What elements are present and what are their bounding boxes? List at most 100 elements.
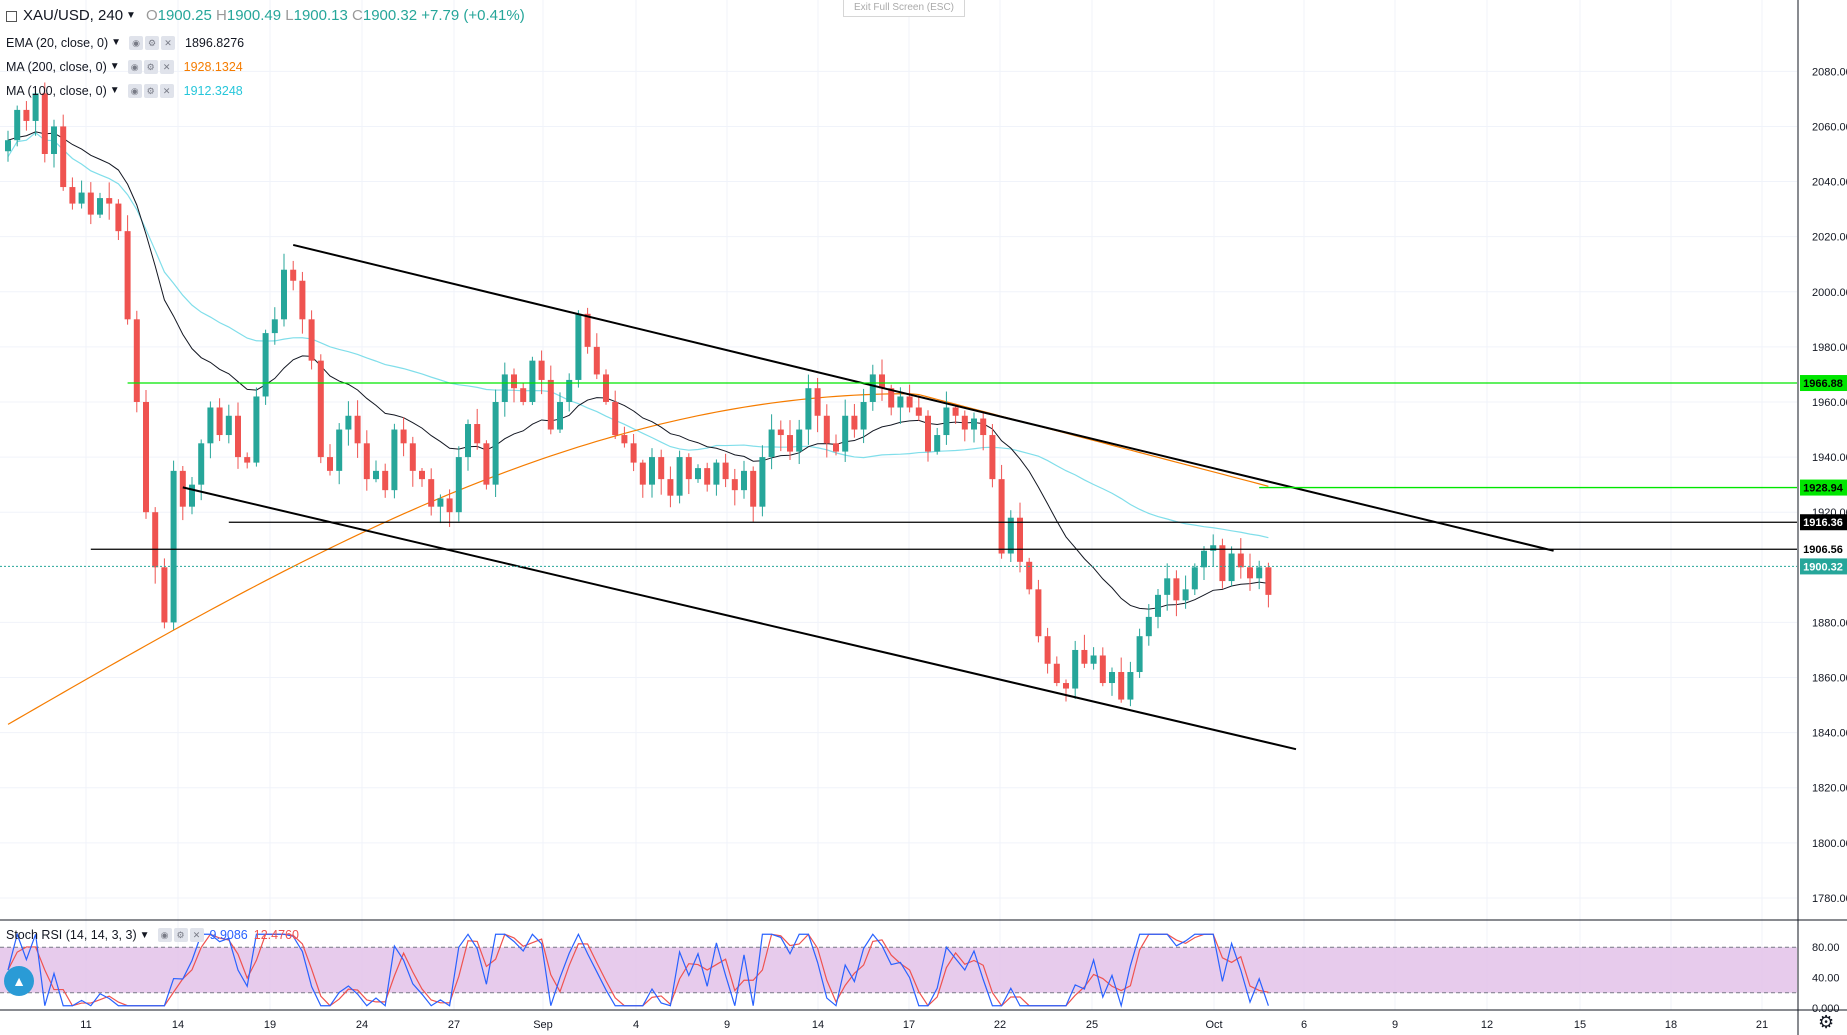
indicator-legend-ema[interactable]: EMA (20, close, 0) ▼ ◉ ⚙ ✕ 1896.8276 — [6, 33, 244, 53]
candle-body — [1044, 636, 1051, 664]
pine-logo-icon[interactable]: ▲ — [4, 966, 34, 996]
candle-body — [244, 457, 251, 463]
ema20-line — [7, 131, 1269, 610]
candle-body — [290, 269, 297, 281]
candle-body — [869, 374, 876, 402]
gear-icon[interactable]: ⚙ — [1818, 1012, 1835, 1032]
candle-body — [1127, 672, 1134, 700]
indicator-value: 1912.3248 — [183, 84, 243, 98]
candle-body — [1090, 655, 1097, 664]
x-tick-label: 21 — [1756, 1019, 1768, 1031]
candle-body — [1210, 545, 1217, 551]
candle-body — [400, 429, 407, 444]
candle-body — [649, 457, 655, 485]
candle-body — [115, 203, 122, 232]
candle-body — [961, 415, 968, 430]
candle-body — [106, 198, 113, 204]
chevron-down-icon[interactable]: ▼ — [111, 37, 122, 48]
price-label-text: 1900.32 — [1803, 561, 1843, 573]
indicator-legend-ma100[interactable]: MA (100, close, 0) ▼ ◉ ⚙ ✕ 1912.3248 — [6, 81, 243, 101]
price-label-box — [1800, 479, 1847, 496]
candle-body — [998, 479, 1005, 554]
candle-body — [179, 470, 186, 507]
candle-body — [722, 462, 729, 480]
symbol-label[interactable]: XAU/USD, 240 — [23, 7, 124, 24]
candle-body — [777, 429, 784, 436]
chevron-down-icon[interactable]: ▼ — [126, 10, 136, 21]
eye-icon[interactable]: ◉ — [157, 928, 172, 942]
candle-body — [713, 462, 720, 485]
candle-body — [51, 126, 57, 154]
eye-icon[interactable]: ◉ — [127, 84, 142, 98]
candle-body — [731, 479, 738, 491]
candle-body — [161, 567, 168, 623]
stoch-tick-label: 0.000 — [1812, 1003, 1840, 1015]
indicator-label[interactable]: EMA (20, close, 0) — [6, 36, 109, 50]
candle-body — [1026, 561, 1033, 590]
x-tick-label: 19 — [264, 1019, 276, 1031]
price-label-text: 1966.88 — [1803, 378, 1843, 390]
candle-body — [1164, 578, 1171, 595]
y-tick-label: 2080.00 — [1812, 66, 1847, 78]
candle-body — [989, 435, 996, 480]
collapse-icon[interactable] — [6, 10, 17, 22]
candle-body — [1072, 649, 1079, 689]
settings-icon[interactable]: ⚙ — [143, 84, 158, 98]
candle-body — [1237, 553, 1244, 568]
close-icon[interactable]: ✕ — [159, 84, 174, 98]
y-tick-label: 1840.00 — [1812, 728, 1847, 740]
trend-drawings — [0, 243, 1797, 751]
candle-body — [1228, 553, 1235, 582]
candle-body — [658, 457, 665, 480]
candle-body — [87, 192, 94, 215]
candle-body — [299, 280, 306, 320]
chevron-down-icon[interactable]: ▼ — [139, 929, 150, 941]
settings-icon[interactable]: ⚙ — [143, 60, 158, 74]
candle-body — [1136, 636, 1143, 673]
stoch-tick-label: 80.00 — [1812, 942, 1840, 954]
eye-icon[interactable]: ◉ — [129, 36, 144, 50]
candle-body — [897, 396, 904, 408]
candle-body — [704, 468, 711, 485]
close-icon[interactable]: ✕ — [189, 928, 204, 942]
x-tick-label: Sep — [533, 1019, 553, 1031]
candle-body — [1035, 589, 1042, 637]
candle-body — [336, 429, 343, 471]
candle-body — [143, 401, 149, 513]
candle-body — [501, 374, 508, 402]
indicator-legend-ma200[interactable]: MA (200, close, 0) ▼ ◉ ⚙ ✕ 1928.1324 — [6, 57, 243, 77]
settings-icon[interactable]: ⚙ — [145, 36, 160, 50]
candle-body — [225, 415, 232, 436]
chevron-down-icon[interactable]: ▼ — [109, 61, 120, 72]
indicator-label[interactable]: MA (100, close, 0) — [6, 84, 107, 98]
x-tick-label: 6 — [1301, 1019, 1307, 1031]
candle-body — [925, 415, 931, 452]
candle-body — [455, 457, 462, 513]
candle-body — [888, 388, 895, 408]
stoch-legend[interactable]: Stoch RSI (14, 14, 3, 3) ▼ ◉ ⚙ ✕ 9.9086 12… — [6, 928, 299, 942]
close-icon[interactable]: ✕ — [161, 36, 176, 50]
candle-body — [1173, 578, 1180, 601]
price-label-box — [1800, 514, 1847, 531]
close-icon[interactable]: ✕ — [159, 60, 174, 74]
candle-body — [1099, 655, 1106, 684]
candle-body — [1201, 550, 1207, 568]
x-tick-label: 11 — [80, 1019, 91, 1031]
stoch-tick-label: 40.00 — [1812, 973, 1840, 985]
candle-body — [97, 198, 103, 215]
settings-icon[interactable]: ⚙ — [173, 928, 188, 942]
channel-trendline — [292, 243, 1554, 552]
stoch-label[interactable]: Stoch RSI (14, 14, 3, 3) — [6, 928, 137, 942]
candle-body — [952, 407, 959, 416]
chevron-down-icon[interactable]: ▼ — [109, 85, 120, 96]
price-label-text: 1916.36 — [1803, 517, 1843, 529]
candle-body — [124, 231, 131, 320]
x-tick-label: 4 — [633, 1019, 639, 1031]
indicator-label[interactable]: MA (200, close, 0) — [6, 60, 107, 74]
y-tick-label: 2040.00 — [1812, 177, 1847, 189]
candle-body — [189, 484, 195, 507]
symbol-legend[interactable]: XAU/USD, 240 ▼ O1900.25 H1900.49 L1900.1… — [6, 6, 525, 26]
exit-fullscreen-button[interactable]: Exit Full Screen (ESC) — [843, 0, 965, 17]
eye-icon[interactable]: ◉ — [127, 60, 142, 74]
